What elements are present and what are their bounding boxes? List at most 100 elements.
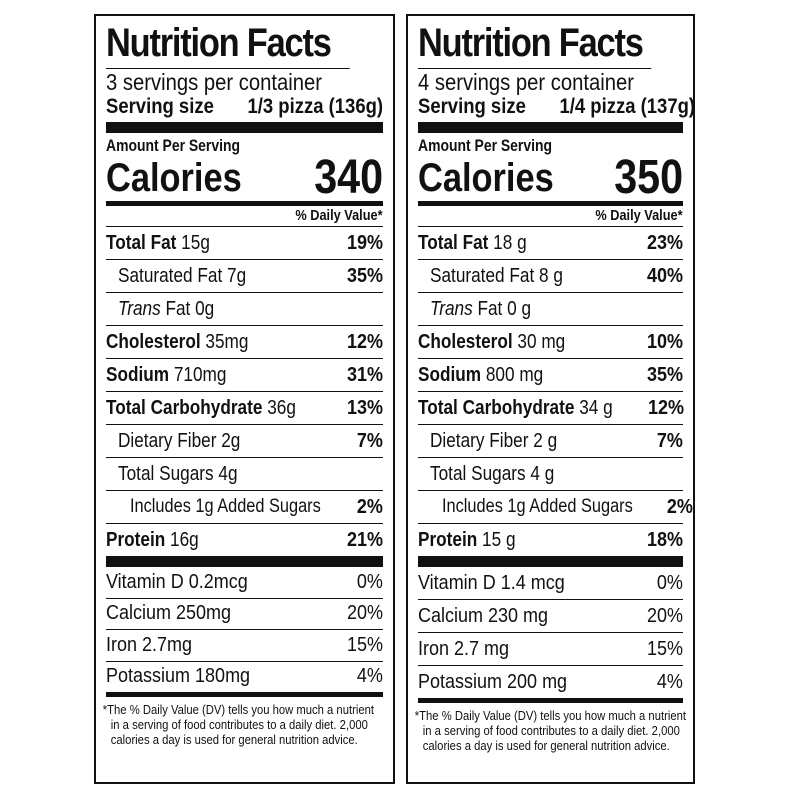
vitamin-name: Iron 2.7mg (106, 633, 193, 656)
nutrient-dv: 13% (346, 396, 383, 419)
nutrient-row-total-fat: Total Fat 15g 19% (106, 227, 383, 260)
nutrient-dv: 35% (646, 363, 683, 386)
vitamin-dv: 20% (646, 604, 683, 627)
daily-value-footnote: *The % Daily Value (DV) tells you how mu… (414, 698, 686, 754)
divider-thick (418, 122, 683, 133)
vitamin-name: Vitamin D 0.2mcg (106, 570, 248, 593)
vitamin-row-calcium: Calcium 230 mg 20% (418, 600, 683, 633)
nutrient-row-sodium: Sodium 800 mg 35% (418, 359, 683, 392)
calories-label: Calories (106, 156, 242, 200)
nutrient-amount: 4 g (530, 462, 555, 485)
nutrient-row-cholesterol: Cholesterol 30 mg 10% (418, 326, 683, 359)
nutrient-name: Cholesterol (106, 330, 201, 353)
calories-value: 350 (614, 151, 683, 204)
nutrient-dv: 23% (646, 231, 683, 254)
nutrient-row-cholesterol: Cholesterol 35mg 12% (106, 326, 383, 359)
nutrient-row-dietary-fiber: Dietary Fiber 2g 7% (106, 425, 383, 458)
nutrient-dv: 31% (346, 363, 383, 386)
nutrient-row-total-fat: Total Fat 18 g 23% (418, 227, 683, 260)
nutrient-row-added-sugars: Includes 1g Added Sugars 2% (418, 491, 693, 524)
nutrient-row-saturated-fat: Saturated Fat 8 g 40% (418, 260, 683, 293)
nutrient-row-added-sugars: Includes 1g Added Sugars 2% (106, 491, 383, 524)
divider-thick (106, 122, 383, 133)
nutrient-dv: 35% (346, 264, 383, 287)
daily-value-footnote: *The % Daily Value (DV) tells you how mu… (102, 692, 383, 748)
vitamin-row-iron: Iron 2.7 mg 15% (418, 633, 683, 666)
nutrient-dv: 2% (356, 495, 383, 518)
nutrient-dv: 2% (666, 495, 693, 518)
nutrient-row-dietary-fiber: Dietary Fiber 2 g 7% (418, 425, 683, 458)
footnote-line: *The % Daily Value (DV) tells you how mu… (414, 709, 686, 723)
nutrient-name: Total Fat (418, 231, 489, 254)
nutrient-name: Saturated Fat (430, 264, 535, 287)
nutrient-name: Total Sugars (430, 462, 526, 485)
nutrient-dv: 12% (648, 396, 685, 419)
nutrient-row-saturated-fat: Saturated Fat 7g 35% (106, 260, 383, 293)
vitamin-dv: 0% (656, 571, 683, 594)
nutrient-name: Saturated Fat (118, 264, 223, 287)
nutrient-name: Cholesterol (418, 330, 513, 353)
nutrient-row-trans-fat: Trans Fat 0g (106, 293, 383, 326)
nutrient-amount: Fat 0 g (477, 297, 532, 320)
nutrient-dv: 7% (656, 429, 683, 452)
nutrition-label-left: Nutrition Facts 3 servings per container… (94, 14, 395, 784)
nutrient-row-total-sugars: Total Sugars 4 g (418, 458, 683, 491)
amount-per-serving: Amount Per Serving (418, 136, 553, 155)
nutrient-name: Total Carbohydrate (418, 396, 575, 419)
divider-medium (418, 201, 683, 206)
divider-thick (418, 556, 683, 567)
vitamin-row-potassium: Potassium 200 mg 4% (418, 666, 683, 698)
vitamin-name: Iron 2.7 mg (418, 637, 510, 660)
daily-value-header: % Daily Value* (106, 206, 383, 227)
nutrient-name: Sodium (418, 363, 482, 386)
serving-size-label: Serving size (418, 95, 526, 118)
nutrient-amount: 15g (181, 231, 210, 254)
vitamin-dv: 4% (356, 665, 383, 688)
footnote-line: *The % Daily Value (DV) tells you how mu… (102, 703, 374, 717)
vitamin-row-iron: Iron 2.7mg 15% (106, 630, 383, 662)
nutrient-dv: 10% (646, 330, 683, 353)
servings-per-container: 4 servings per container (418, 68, 652, 95)
nutrient-dv: 12% (346, 330, 383, 353)
vitamin-dv: 15% (646, 637, 683, 660)
nutrient-dv: 7% (356, 429, 383, 452)
vitamin-row-vitamin-d: Vitamin D 0.2mcg 0% (106, 567, 383, 599)
footnote-line: in a serving of food contributes to a da… (110, 718, 368, 732)
vitamin-name: Potassium 180mg (106, 665, 251, 688)
daily-value-header-text: % Daily Value* (295, 207, 383, 224)
nutrient-dv: 40% (646, 264, 683, 287)
nutrient-amount: 8 g (539, 264, 563, 287)
serving-size-value: 1/3 pizza (136g) (247, 95, 383, 118)
nutrient-name: Protein (106, 528, 166, 551)
nutrient-name: Protein (418, 528, 478, 551)
nutrient-amount: 800 mg (485, 363, 544, 386)
daily-value-header: % Daily Value* (418, 206, 683, 227)
nutrient-name: Total Fat (106, 231, 177, 254)
serving-size-value: 1/4 pizza (137g) (559, 95, 695, 118)
vitamin-name: Calcium 250mg (106, 602, 232, 625)
label-title: Nutrition Facts (418, 21, 644, 65)
nutrient-dv: 21% (346, 528, 383, 551)
nutrient-dv: 18% (646, 528, 683, 551)
nutrient-amount: 34 g (579, 396, 613, 419)
nutrient-name: Includes 1g Added Sugars (130, 496, 321, 517)
nutrient-amount: 2g (221, 429, 241, 452)
label-title: Nutrition Facts (106, 21, 332, 65)
nutrient-amount: 18 g (493, 231, 527, 254)
vitamin-dv: 4% (656, 670, 683, 693)
nutrient-row-total-carbohydrate: Total Carbohydrate 36g 13% (106, 392, 383, 425)
vitamin-row-calcium: Calcium 250mg 20% (106, 599, 383, 630)
nutrient-name: Total Sugars (118, 462, 214, 485)
footnote-line: calories a day is used for general nutri… (110, 733, 358, 747)
nutrient-name: Sodium (106, 363, 170, 386)
serving-size: Serving size 1/3 pizza (136g) (106, 95, 383, 119)
vitamin-dv: 0% (356, 570, 383, 593)
nutrient-row-trans-fat: Trans Fat 0 g (418, 293, 683, 326)
calories-row: Calories 340 (106, 154, 383, 202)
nutrient-name: Total Carbohydrate (106, 396, 263, 419)
footnote-line: in a serving of food contributes to a da… (422, 724, 680, 738)
nutrient-amount: 2 g (533, 429, 558, 452)
calories-label: Calories (418, 156, 554, 200)
nutrient-amount: 35mg (205, 330, 249, 353)
nutrient-amount: 15 g (482, 528, 516, 551)
